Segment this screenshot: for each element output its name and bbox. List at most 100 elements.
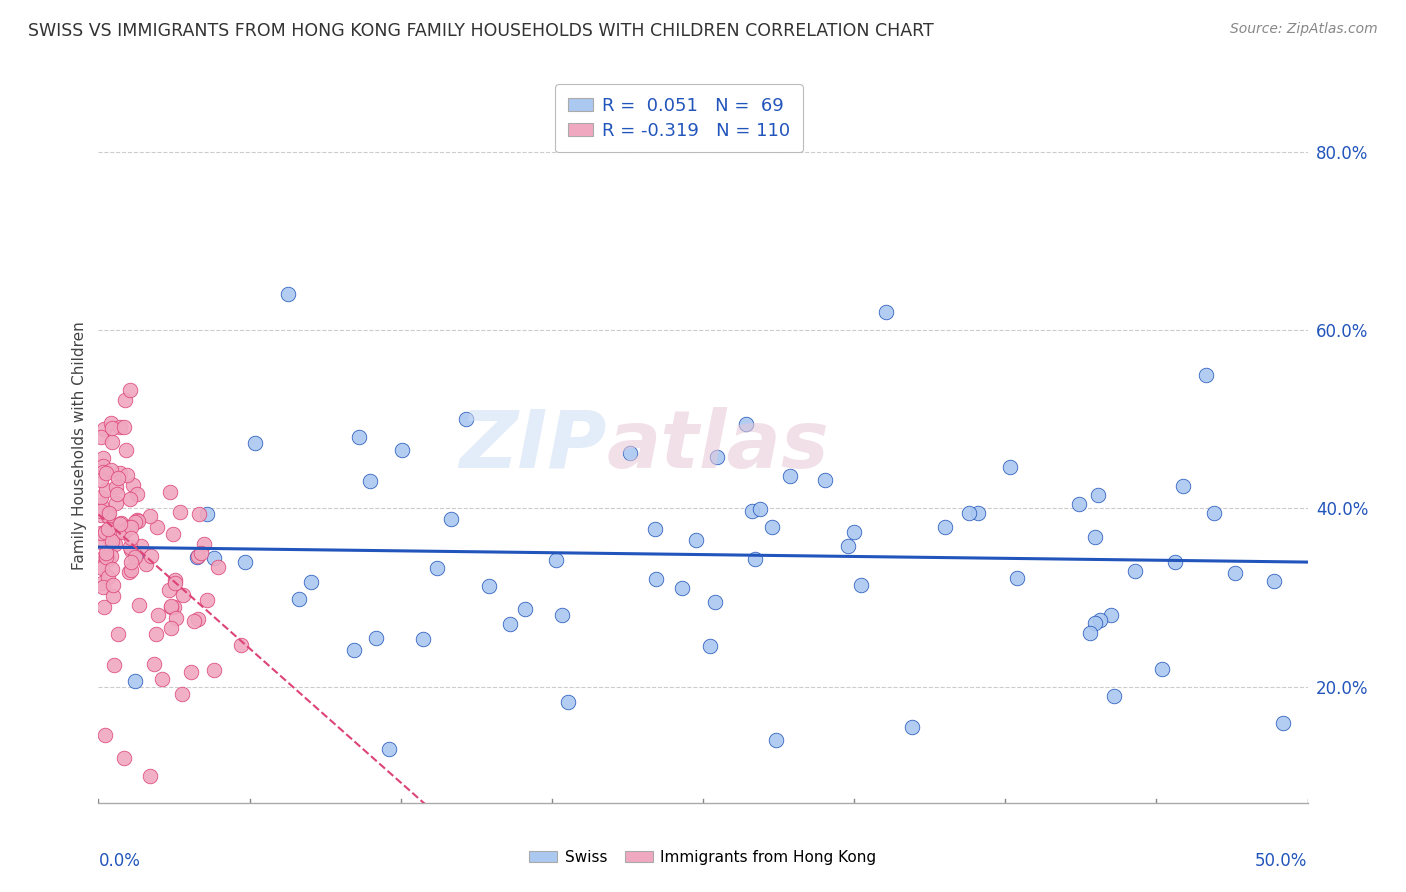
Point: [699, 639, 721, 653]
Point: [93, 465, 115, 479]
Point: [120, 563, 142, 577]
Point: [98, 533, 121, 547]
Point: [1084, 530, 1107, 544]
Point: [90, 490, 112, 504]
Point: [112, 524, 135, 539]
Point: [1000, 459, 1022, 474]
Point: [202, 551, 225, 566]
Point: [671, 581, 693, 595]
Point: [412, 632, 434, 646]
Point: [837, 539, 859, 553]
Point: [162, 527, 184, 541]
Point: [90, 575, 112, 590]
Point: [105, 496, 128, 510]
Point: [706, 450, 728, 464]
Point: [1102, 689, 1125, 703]
Point: [749, 502, 772, 516]
Point: [243, 435, 266, 450]
Point: [187, 508, 209, 522]
Point: [96, 546, 118, 560]
Point: [685, 533, 707, 547]
Point: [114, 443, 136, 458]
Point: [187, 612, 209, 626]
Legend: R =  0.051   N =  69, R = -0.319   N = 110: R = 0.051 N = 69, R = -0.319 N = 110: [555, 84, 803, 153]
Point: [391, 443, 413, 458]
Point: [148, 607, 170, 622]
Point: [150, 672, 173, 686]
Point: [97, 507, 120, 521]
Point: [97, 522, 120, 536]
Point: [229, 638, 252, 652]
Point: [1173, 478, 1195, 492]
Point: [146, 520, 169, 534]
Point: [93, 421, 115, 435]
Point: [90, 508, 112, 522]
Point: [139, 769, 162, 783]
Point: [127, 487, 149, 501]
Point: [844, 524, 866, 539]
Point: [207, 559, 229, 574]
Point: [98, 507, 121, 521]
Point: [122, 478, 145, 492]
Point: [202, 663, 225, 677]
Point: [101, 435, 124, 450]
Point: [108, 466, 131, 480]
Point: [359, 474, 381, 488]
Point: [190, 546, 212, 560]
Point: [90, 525, 112, 540]
Point: [440, 511, 463, 525]
Point: [426, 560, 449, 574]
Point: [557, 695, 579, 709]
Point: [100, 549, 122, 564]
Point: [90, 551, 112, 566]
Point: [169, 505, 191, 519]
Point: [112, 420, 135, 434]
Point: [957, 506, 980, 520]
Point: [744, 552, 766, 566]
Point: [110, 516, 132, 531]
Point: [90, 559, 112, 574]
Point: [97, 552, 120, 566]
Point: [105, 487, 128, 501]
Point: [1078, 626, 1101, 640]
Point: [118, 541, 141, 555]
Point: [97, 570, 120, 584]
Point: [288, 592, 311, 607]
Point: [124, 549, 146, 563]
Point: [765, 733, 787, 747]
Point: [498, 617, 520, 632]
Point: [90, 473, 112, 487]
Point: [160, 599, 183, 613]
Point: [118, 384, 141, 398]
Point: [129, 539, 152, 553]
Point: [1152, 662, 1174, 676]
Point: [544, 553, 567, 567]
Point: [110, 516, 132, 531]
Point: [645, 573, 668, 587]
Point: [901, 720, 924, 734]
Point: [1088, 613, 1111, 627]
Point: [145, 627, 167, 641]
Point: [1263, 574, 1285, 588]
Point: [124, 550, 146, 565]
Point: [934, 520, 956, 534]
Point: [100, 463, 122, 477]
Point: [107, 524, 129, 538]
Point: [101, 578, 124, 592]
Point: [101, 534, 124, 549]
Point: [138, 508, 160, 523]
Point: [183, 614, 205, 628]
Point: [91, 450, 114, 465]
Point: [107, 470, 129, 484]
Point: [1084, 615, 1107, 630]
Point: [967, 506, 990, 520]
Point: [120, 543, 142, 558]
Point: [551, 607, 574, 622]
Point: [91, 561, 114, 575]
Point: [121, 520, 143, 534]
Point: [112, 751, 135, 765]
Point: [741, 504, 763, 518]
Point: [619, 445, 641, 459]
Point: [849, 578, 872, 592]
Point: [141, 549, 163, 564]
